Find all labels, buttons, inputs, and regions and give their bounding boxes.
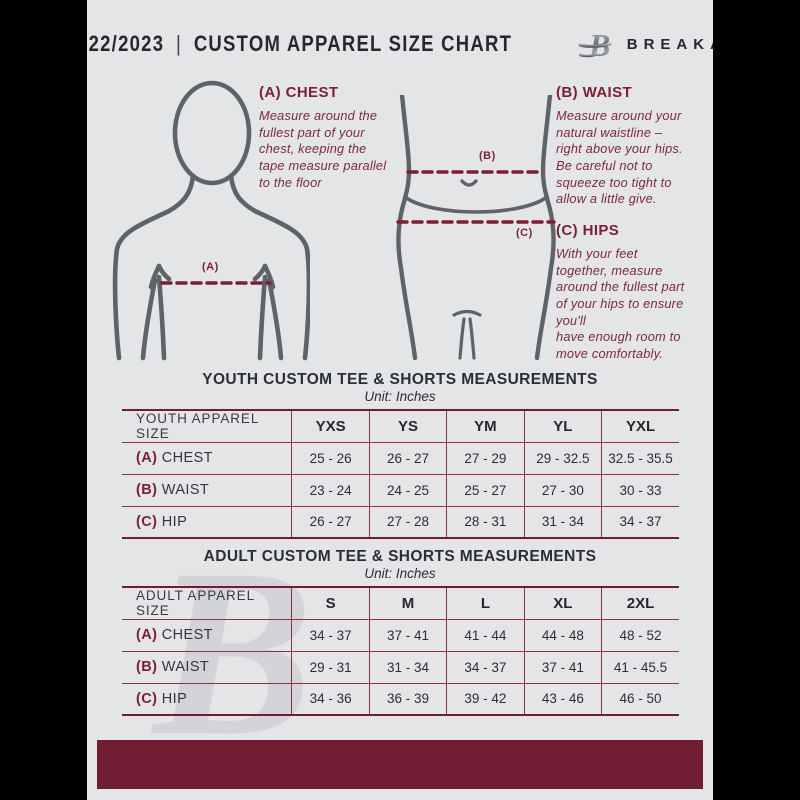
marker-waist: (B) [479,150,496,162]
cell: 46 - 50 [601,682,679,715]
cell: 37 - 41 [523,650,602,683]
cell: 27 - 29 [446,441,525,474]
cell: 30 - 33 [601,473,679,506]
waist-description: Measure around your natural waistline – … [556,108,683,207]
brand-name: BREAKAWAY [626,35,713,53]
cell: 29 - 31 [291,650,370,683]
brand-group: B BREAKAWAY [577,25,713,63]
cell: 41 - 45.5 [601,650,679,683]
chest-label-text: CHEST [157,627,213,643]
youth-hip-label: (C) HIP [122,505,292,538]
cell: 41 - 44 [446,618,525,651]
adult-header-row: ADULT APPAREL SIZE S M L XL 2XL [122,587,679,619]
header-edition: 2022/2023 [87,31,165,56]
cell: 28 - 31 [446,505,525,538]
waist-label-text: WAIST [157,659,210,675]
size-chart-page: B 2022/2023 | CUSTOM APPAREL SIZE CHART … [87,0,713,800]
youth-waist-label: (B) WAIST [122,473,292,506]
cell: 34 - 37 [601,505,679,538]
adult-size-2xl: 2XL [601,587,679,619]
waist-label-text: WAIST [157,482,210,498]
youth-size-yl: YL [523,410,602,442]
cell: 34 - 37 [446,650,525,683]
youth-size-table: YOUTH APPAREL SIZE YXS YS YM YL YXL (A) … [122,409,679,539]
chest-prefix: (A) [136,450,158,466]
youth-chest-row: (A) CHEST 25 - 26 26 - 27 27 - 29 29 - 3… [122,441,679,474]
chest-heading: (A) CHEST [259,84,339,101]
adult-chest-row: (A) CHEST 34 - 37 37 - 41 41 - 44 44 - 4… [122,618,679,651]
adult-size-l: L [446,587,525,619]
adult-table-title: ADULT CUSTOM TEE & SHORTS MEASUREMENTS [203,548,597,565]
hip-prefix: (C) [136,513,158,530]
lower-body-silhouette [396,95,556,360]
cell: 34 - 37 [291,618,370,651]
header-title-group: 2022/2023 | CUSTOM APPAREL SIZE CHART [87,31,512,57]
youth-header-row: YOUTH APPAREL SIZE YXS YS YM YL YXL [122,410,679,442]
adult-size-header: ADULT APPAREL SIZE [136,588,255,619]
header: 2022/2023 | CUSTOM APPAREL SIZE CHART B [87,22,713,66]
cell: 29 - 32.5 [523,441,602,474]
cell: 31 - 34 [368,650,447,683]
cell: 23 - 24 [291,473,370,506]
adult-chest-label: (A) CHEST [122,618,292,651]
page-title: CUSTOM APPAREL SIZE CHART [193,31,513,56]
hips-heading: (C) HIPS [556,222,620,239]
youth-table-title: YOUTH CUSTOM TEE & SHORTS MEASUREMENTS [202,371,598,388]
cell: 25 - 27 [446,473,525,506]
youth-chest-label: (A) CHEST [122,441,292,474]
breakaway-logo-icon: B [578,27,612,63]
waist-prefix: (B) [136,482,158,498]
adult-hip-label: (C) HIP [122,682,292,715]
upper-body-silhouette [112,80,310,361]
waist-prefix: (B) [136,659,158,675]
hips-description: With your feet together, measure around … [556,246,685,361]
adult-size-s: S [291,587,370,619]
cell: 27 - 28 [368,505,447,538]
chest-prefix: (A) [136,627,158,643]
adult-hip-row: (C) HIP 34 - 36 36 - 39 39 - 42 43 - 46 … [122,682,679,715]
waist-heading: (B) WAIST [556,84,633,101]
footer-bar [97,740,703,789]
cell: 26 - 27 [291,505,370,538]
youth-size-ym: YM [446,410,525,442]
cell: 26 - 27 [368,441,447,474]
youth-size-yxs: YXS [291,410,370,442]
marker-hips: (C) [516,227,533,239]
chest-label-text: CHEST [157,450,213,466]
youth-hip-row: (C) HIP 26 - 27 27 - 28 28 - 31 31 - 34 … [122,505,679,538]
cell: 36 - 39 [368,682,447,715]
youth-waist-row: (B) WAIST 23 - 24 24 - 25 25 - 27 27 - 3… [122,473,679,506]
youth-size-ys: YS [368,410,447,442]
cell: 31 - 34 [523,505,602,538]
chest-description: Measure around the fullest part of your … [259,108,387,190]
hip-prefix: (C) [136,690,158,707]
header-separator: | [176,31,183,56]
cell: 39 - 42 [446,682,525,715]
adult-waist-row: (B) WAIST 29 - 31 31 - 34 34 - 37 37 - 4… [122,650,679,683]
marker-chest: (A) [202,261,219,273]
cell: 37 - 41 [368,618,447,651]
youth-table-unit: Unit: Inches [364,389,436,404]
adult-table-unit: Unit: Inches [364,566,436,581]
cell: 24 - 25 [368,473,447,506]
youth-size-yxl: YXL [601,410,679,442]
cell: 25 - 26 [291,441,370,474]
hip-label-text: HIP [157,690,188,707]
measurement-guide: (A) (B) (C) (A) CHEST Measure around the… [87,0,713,370]
adult-size-table: ADULT APPAREL SIZE S M L XL 2XL (A) CHES… [122,586,679,716]
cell: 44 - 48 [523,618,602,651]
cell: 34 - 36 [291,682,370,715]
adult-size-xl: XL [523,587,602,619]
cell: 43 - 46 [523,682,602,715]
cell: 32.5 - 35.5 [601,441,679,474]
youth-size-header: YOUTH APPAREL SIZE [136,411,259,442]
adult-waist-label: (B) WAIST [122,650,292,683]
hip-label-text: HIP [157,513,188,530]
cell: 48 - 52 [601,618,679,651]
adult-size-m: M [368,587,447,619]
cell: 27 - 30 [523,473,602,506]
